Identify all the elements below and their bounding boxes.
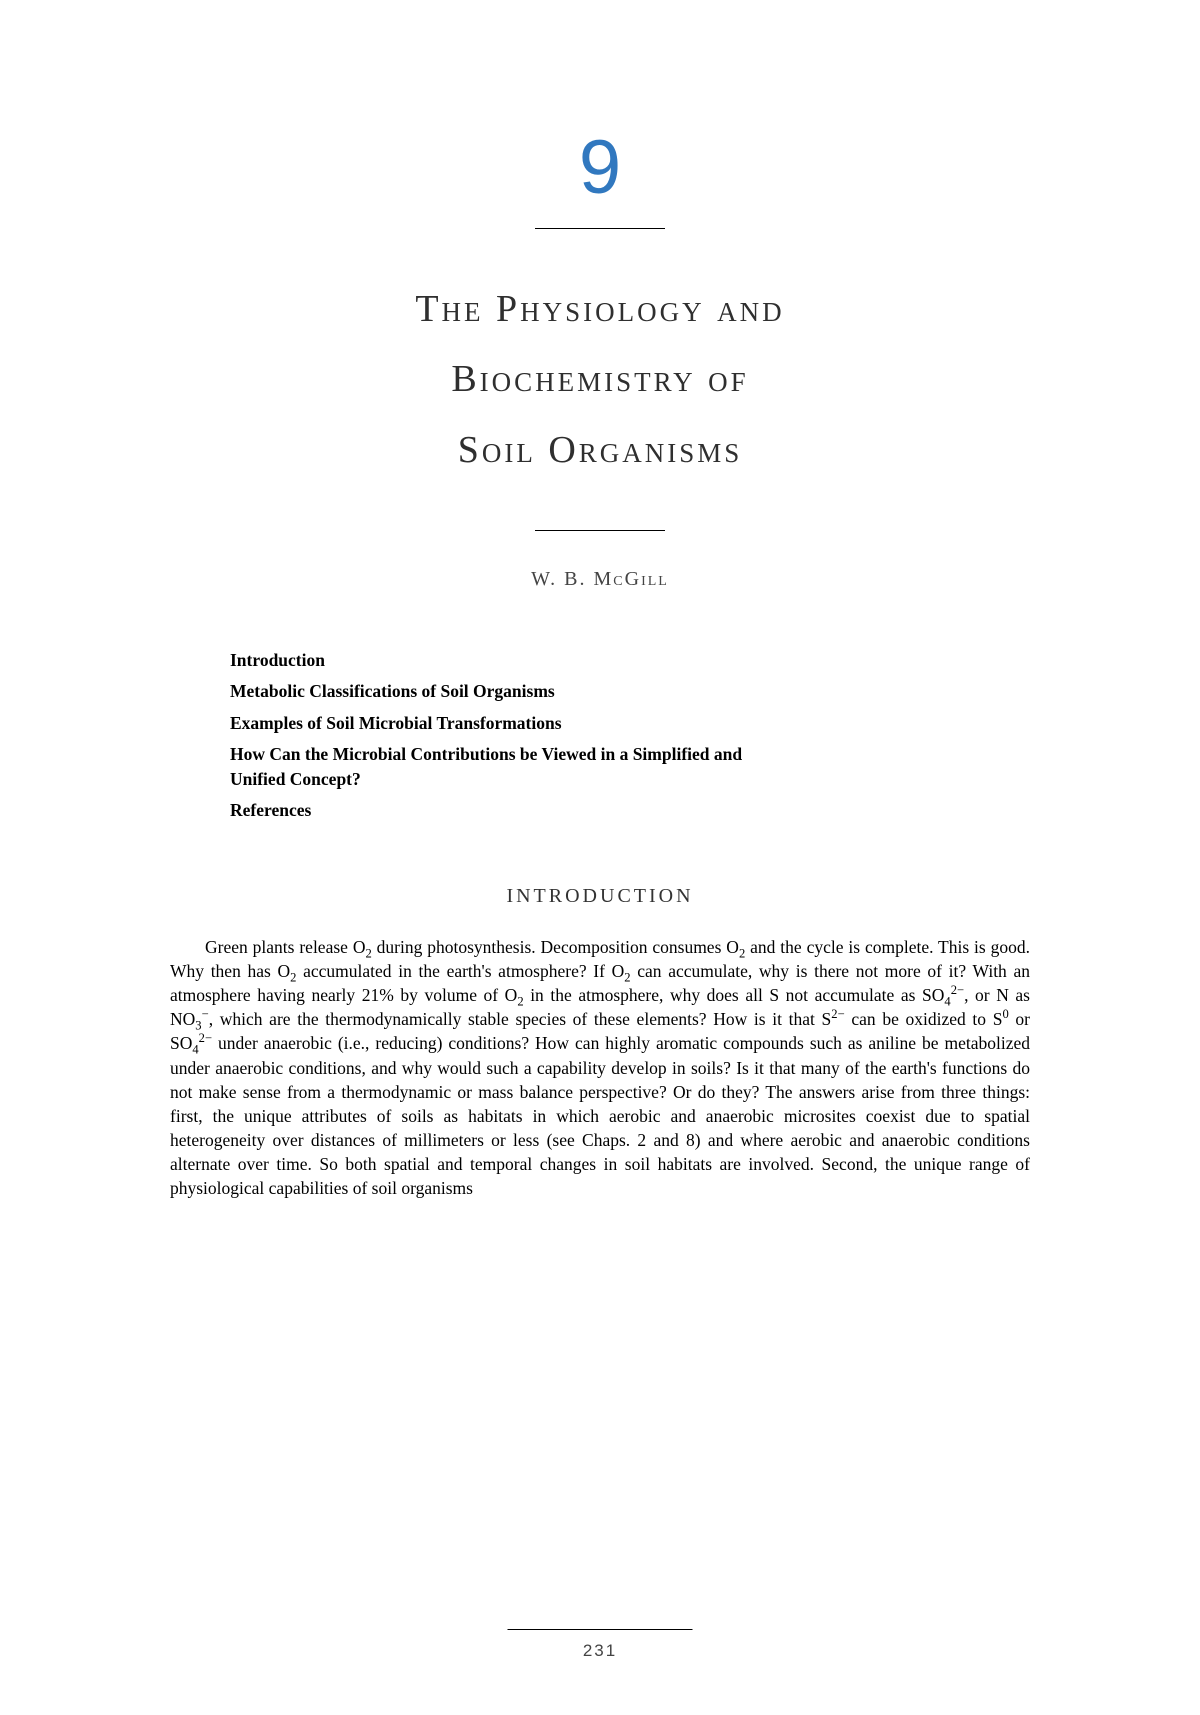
toc-item: How Can the Microbial Contributions be V…: [230, 742, 800, 791]
chapter-number: 9: [170, 130, 1030, 206]
chapter-rule-top: [535, 228, 665, 229]
toc-item: Metabolic Classifications of Soil Organi…: [230, 679, 800, 704]
toc-item: Introduction: [230, 648, 800, 673]
page-footer-rule: [508, 1629, 693, 1630]
table-of-contents: Introduction Metabolic Classifications o…: [230, 648, 800, 823]
body-paragraph: Green plants release O2 during photosynt…: [170, 935, 1030, 1201]
page-number: 231: [0, 1640, 1200, 1663]
page: 9 The Physiology and Biochemistry of Soi…: [0, 0, 1200, 1715]
chapter-title-line2: Biochemistry of: [451, 358, 748, 400]
chapter-title-line1: The Physiology and: [415, 288, 784, 330]
chapter-rule-bottom: [535, 530, 665, 531]
chapter-author: W. B. McGill: [170, 566, 1030, 593]
section-heading: INTRODUCTION: [170, 883, 1030, 910]
chapter-title: The Physiology and Biochemistry of Soil …: [170, 274, 1030, 485]
chapter-title-line3: Soil Organisms: [458, 429, 743, 471]
toc-item: Examples of Soil Microbial Transformatio…: [230, 711, 800, 736]
toc-item: References: [230, 798, 800, 823]
